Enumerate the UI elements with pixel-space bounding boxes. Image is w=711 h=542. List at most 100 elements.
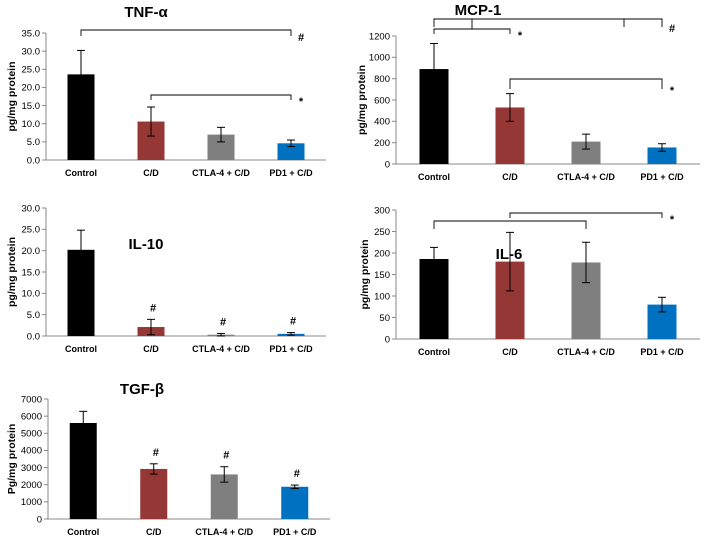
significance-marker: * — [670, 214, 675, 226]
chart-panel: 0 1000 2000 3000 4000 5000 6000 7000 Pg/mg prote… — [6, 381, 330, 537]
y-tick-label: 3000 — [21, 463, 42, 474]
significance-marker: # — [294, 468, 300, 480]
y-tick-label: 200 — [374, 138, 390, 149]
category-label: CTLA-4 + C/D — [192, 344, 250, 354]
y-tick-label: 15.0 — [22, 267, 41, 278]
bar — [69, 423, 97, 519]
significance-bracket — [433, 220, 587, 229]
significance-bracket — [433, 28, 511, 34]
category-label: C/D — [143, 344, 159, 354]
y-tick-label: 5.0 — [27, 137, 40, 148]
y-tick-label: 35.0 — [22, 28, 41, 39]
significance-bracket — [80, 29, 292, 36]
bar — [277, 143, 305, 160]
y-axis-label: pg/mg protein — [6, 237, 18, 307]
y-tick-label: 20.0 — [22, 246, 41, 257]
bar — [571, 141, 601, 164]
category-label: Control — [65, 344, 97, 354]
y-tick-label: 50 — [379, 313, 390, 324]
bar — [647, 147, 677, 164]
category-label: Control — [65, 168, 97, 178]
y-tick-label: 20.0 — [22, 83, 41, 94]
y-tick-label: 800 — [374, 74, 390, 85]
chart-panel: 0.0 5.0 10.0 15.0 20.0 25.0 30.0 pg/mg protein I… — [6, 203, 326, 354]
y-tick-label: 100 — [374, 291, 390, 302]
significance-marker: * — [518, 30, 523, 42]
significance-marker: # — [220, 316, 226, 328]
category-label: CTLA-4 + C/D — [557, 347, 615, 357]
category-label: PD1 + C/D — [273, 527, 317, 537]
category-label: CTLA-4 + C/D — [557, 172, 615, 182]
significance-marker: # — [223, 450, 229, 462]
category-label: Control — [418, 347, 450, 357]
category-label: PD1 + C/D — [640, 347, 684, 357]
y-tick-label: 25.0 — [22, 65, 41, 76]
bar — [419, 259, 449, 339]
category-label: CTLA-4 + C/D — [195, 527, 253, 537]
significance-bracket — [471, 18, 625, 29]
y-tick-label: 10.0 — [22, 119, 41, 130]
chart-panel: 0 200 400 600 800 1000 1200 pg/mg protein MCP-1 C… — [356, 2, 700, 182]
category-label: Control — [418, 172, 450, 182]
category-label: C/D — [502, 172, 518, 182]
category-label: PD1 + C/D — [269, 168, 313, 178]
significance-bracket — [433, 18, 663, 27]
category-label: CTLA-4 + C/D — [192, 168, 250, 178]
y-tick-label: 7000 — [21, 394, 42, 405]
y-axis-label: pg/mg protein — [359, 240, 371, 310]
y-tick-label: 2000 — [21, 480, 42, 491]
chart-title: IL-10 — [128, 236, 163, 253]
chart-title: TGF-β — [120, 381, 164, 398]
significance-marker: # — [669, 23, 675, 35]
y-tick-label: 300 — [374, 205, 390, 216]
chart-title: TNF-α — [124, 4, 168, 21]
y-tick-label: 5.0 — [27, 310, 40, 321]
y-tick-label: 4000 — [21, 446, 42, 457]
y-tick-label: 10.0 — [22, 289, 41, 300]
y-tick-label: 1200 — [369, 31, 390, 42]
y-tick-label: 5000 — [21, 429, 42, 440]
significance-bracket — [150, 94, 292, 100]
y-tick-label: 150 — [374, 270, 390, 281]
category-label: C/D — [502, 347, 518, 357]
chart-title: MCP-1 — [455, 2, 502, 19]
category-label: PD1 + C/D — [269, 344, 313, 354]
y-tick-label: 25.0 — [22, 225, 41, 236]
y-tick-label: 15.0 — [22, 101, 41, 112]
significance-marker: * — [670, 85, 675, 97]
y-tick-label: 1000 — [369, 53, 390, 64]
y-tick-label: 0 — [37, 514, 42, 525]
y-tick-label: 0.0 — [27, 155, 40, 166]
significance-marker: # — [153, 447, 159, 459]
y-tick-label: 6000 — [21, 411, 42, 422]
y-tick-label: 30.0 — [22, 46, 41, 57]
significance-bracket — [509, 78, 663, 89]
bar — [281, 486, 309, 519]
category-label: PD1 + C/D — [640, 172, 684, 182]
y-tick-label: 200 — [374, 248, 390, 259]
y-tick-label: 1000 — [21, 497, 42, 508]
chart-panel: 0.0 5.0 10.0 15.0 20.0 25.0 30.0 35.0 pg/mg prot… — [6, 4, 326, 178]
category-label: Control — [67, 527, 99, 537]
significance-bracket — [509, 212, 663, 218]
y-tick-label: 0 — [385, 334, 390, 345]
y-tick-label: 0 — [385, 159, 390, 170]
y-tick-label: 250 — [374, 227, 390, 238]
y-tick-label: 0.0 — [27, 331, 40, 342]
significance-marker: # — [290, 316, 296, 328]
y-axis-label: Pg/mg protein — [6, 424, 18, 495]
bar — [140, 468, 168, 519]
y-axis-label: pg/mg protein — [6, 62, 18, 132]
category-label: C/D — [143, 168, 159, 178]
chart-panel: 0 50 100 150 200 250 300 pg/mg protein IL-6 Contr… — [359, 205, 700, 357]
chart-title: IL-6 — [496, 246, 523, 263]
y-tick-label: 600 — [374, 95, 390, 106]
y-axis-label: pg/mg protein — [356, 65, 368, 135]
significance-marker: * — [299, 96, 304, 108]
significance-marker: # — [150, 302, 156, 314]
significance-marker: # — [298, 32, 304, 44]
y-tick-label: 400 — [374, 117, 390, 128]
y-tick-label: 30.0 — [22, 203, 41, 214]
category-label: C/D — [146, 527, 162, 537]
